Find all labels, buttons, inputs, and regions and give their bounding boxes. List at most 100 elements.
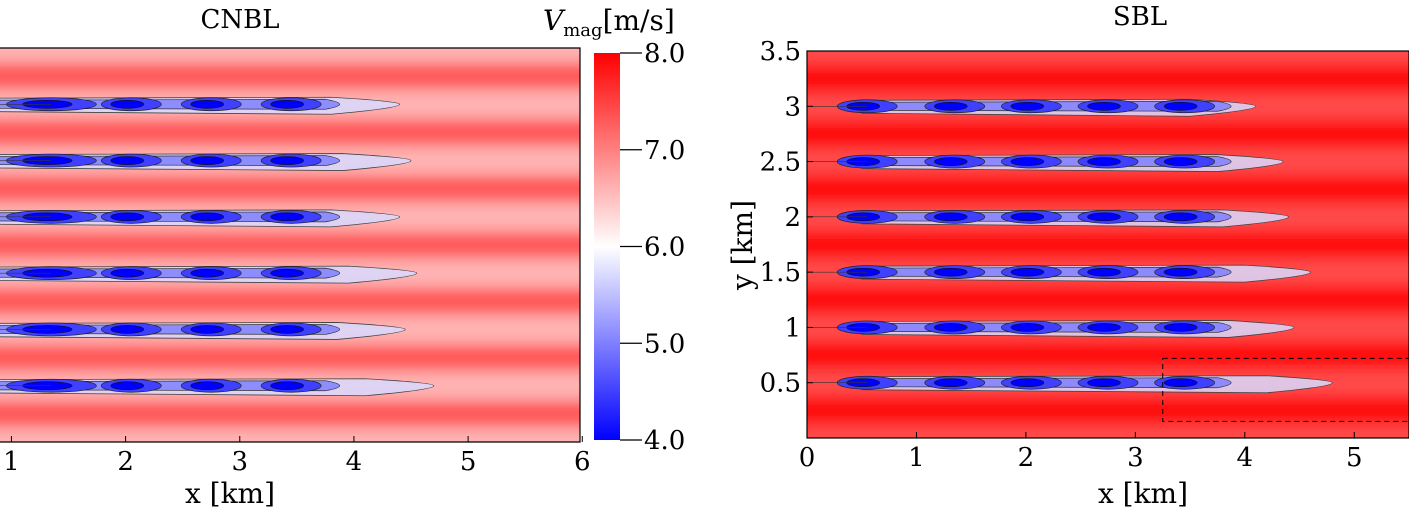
sbl-x-axis: 0 1 2 3 4 5	[799, 432, 1363, 473]
slow-stripe	[0, 0, 600, 4]
turbine-wake-deficit	[190, 381, 225, 391]
turbine-wake-deficit	[270, 381, 304, 391]
colorbar-tick-label: 5.0	[644, 329, 685, 359]
turbine-wake-deficit	[933, 157, 968, 166]
turbine-wake-deficit	[270, 99, 304, 109]
x-tick-label: 1	[908, 443, 925, 473]
sbl-title: SBL	[1113, 2, 1167, 32]
x-tick-label: 1	[3, 447, 20, 477]
fast-stripe	[787, 13, 1409, 33]
turbine-wake-deficit	[1010, 323, 1045, 332]
slow-stripe	[787, 0, 1409, 8]
turbine-wake-deficit	[1163, 378, 1198, 388]
turbine-wake-deficit	[270, 325, 304, 334]
y-tick-label: 3	[784, 92, 801, 122]
slow-stripe	[0, 48, 580, 60]
fast-stripe	[0, 178, 580, 199]
plot-frame	[806, 50, 1409, 439]
sbl-y-axis: 0.5 1 1.5 2 2.5 3 3.5	[760, 37, 813, 399]
colorbar-gradient	[594, 53, 620, 440]
cnbl-x-axis: 1 2 3 4 5 6	[3, 436, 591, 477]
turbine-wake-deficit	[1087, 323, 1121, 332]
turbine-wake-deficit	[933, 267, 968, 277]
x-tick-label: 2	[117, 447, 134, 477]
turbine-wake-deficit	[1010, 157, 1045, 166]
fast-stripe	[807, 289, 1409, 310]
fast-stripe	[0, 66, 580, 87]
x-tick-label: 3	[1127, 443, 1144, 473]
x-tick-label: 4	[1237, 443, 1254, 473]
turbine-wake-deficit	[270, 268, 304, 278]
x-tick-label: 0	[799, 443, 816, 473]
turbine-wake-deficit	[1010, 212, 1045, 222]
turbine-wake-deficit	[110, 325, 145, 334]
slow-stripe	[0, 430, 580, 442]
cnbl-x-axis-label: x [km]	[185, 477, 275, 510]
turbine-wake-deficit	[1087, 378, 1121, 388]
fast-stripe	[0, 291, 580, 312]
fast-stripe	[807, 234, 1409, 255]
x-tick-label: 3	[231, 447, 248, 477]
slow-stripe	[807, 426, 1409, 438]
fast-stripe	[807, 179, 1409, 200]
wake-group	[0, 96, 435, 397]
x-tick-label: 6	[574, 447, 591, 477]
turbine-wake-deficit	[933, 101, 968, 111]
fast-stripe	[0, 403, 580, 424]
turbine-wake-deficit	[1010, 267, 1045, 277]
fast-stripe	[807, 68, 1409, 89]
colorbar-tick-label: 7.0	[644, 136, 685, 166]
plot-frame	[0, 47, 581, 443]
y-tick-label: 2	[784, 203, 801, 233]
colorbar-tick-label: 4.0	[644, 426, 685, 456]
sbl-x-axis-label: x [km]	[1098, 477, 1188, 510]
turbine-wake-deficit	[190, 156, 225, 165]
colorbar-symbol: V	[543, 4, 566, 37]
turbine-wake-deficit	[190, 99, 225, 109]
turbine-wake-deficit	[110, 99, 145, 109]
turbine-wake-deficit	[1163, 101, 1198, 111]
field-layer	[787, 0, 1409, 438]
turbine-wake-deficit	[190, 212, 225, 222]
x-tick-label: 5	[460, 447, 477, 477]
colorbar-ticks: 4.0 5.0 6.0 7.0 8.0	[620, 39, 685, 456]
colorbar-title: Vmag[m/s]	[543, 4, 675, 41]
colorbar-tick-label: 8.0	[644, 39, 685, 69]
turbine-wake-deficit	[1087, 101, 1121, 111]
colorbar: Vmag[m/s] 4.0 5.0 6.0 7.0 8.0	[543, 4, 685, 456]
fast-stripe	[0, 10, 600, 30]
turbine-wake-deficit	[190, 325, 225, 334]
fast-stripe	[807, 345, 1409, 366]
turbine-wake-deficit	[110, 381, 145, 391]
turbine-wake-deficit	[190, 268, 225, 278]
fast-stripe	[807, 400, 1409, 421]
y-tick-label: 1	[784, 313, 801, 343]
sbl-panel: SBL 0 1 2 3 4 5 0.5 1 1.5 2 2.5 3 3.5 x [km] y [km]	[726, 0, 1409, 510]
turbine-wake-deficit	[270, 212, 304, 222]
y-tick-label: 3.5	[760, 37, 801, 67]
turbine-wake-deficit	[270, 156, 304, 165]
y-tick-label: 1.5	[760, 258, 801, 288]
colorbar-unit: [m/s]	[603, 4, 675, 37]
turbine-wake-deficit	[1010, 378, 1045, 388]
x-tick-label: 2	[1018, 443, 1035, 473]
fast-stripe	[0, 235, 580, 255]
zoom-region-box	[1162, 357, 1409, 422]
turbine-wake-deficit	[1163, 267, 1198, 277]
slow-stripe	[807, 51, 1409, 63]
x-tick-label: 5	[1346, 443, 1363, 473]
turbine-wake-deficit	[1163, 157, 1198, 166]
turbine-wake-deficit	[1010, 101, 1045, 111]
turbine-wake-deficit	[1087, 212, 1121, 222]
wake-group	[807, 98, 1333, 394]
turbine-wake-deficit	[1087, 267, 1121, 277]
turbine-wake-deficit	[933, 378, 968, 388]
turbine-wake-deficit	[110, 212, 145, 222]
turbine-wake-deficit	[110, 156, 145, 165]
cnbl-panel: CNBL 1 2 3 4 5 6 x [km]	[0, 0, 600, 510]
y-tick-label: 0.5	[760, 369, 801, 399]
fast-stripe	[807, 123, 1409, 144]
sbl-y-axis-label: y [km]	[726, 200, 759, 291]
colorbar-subscript: mag	[563, 20, 602, 41]
